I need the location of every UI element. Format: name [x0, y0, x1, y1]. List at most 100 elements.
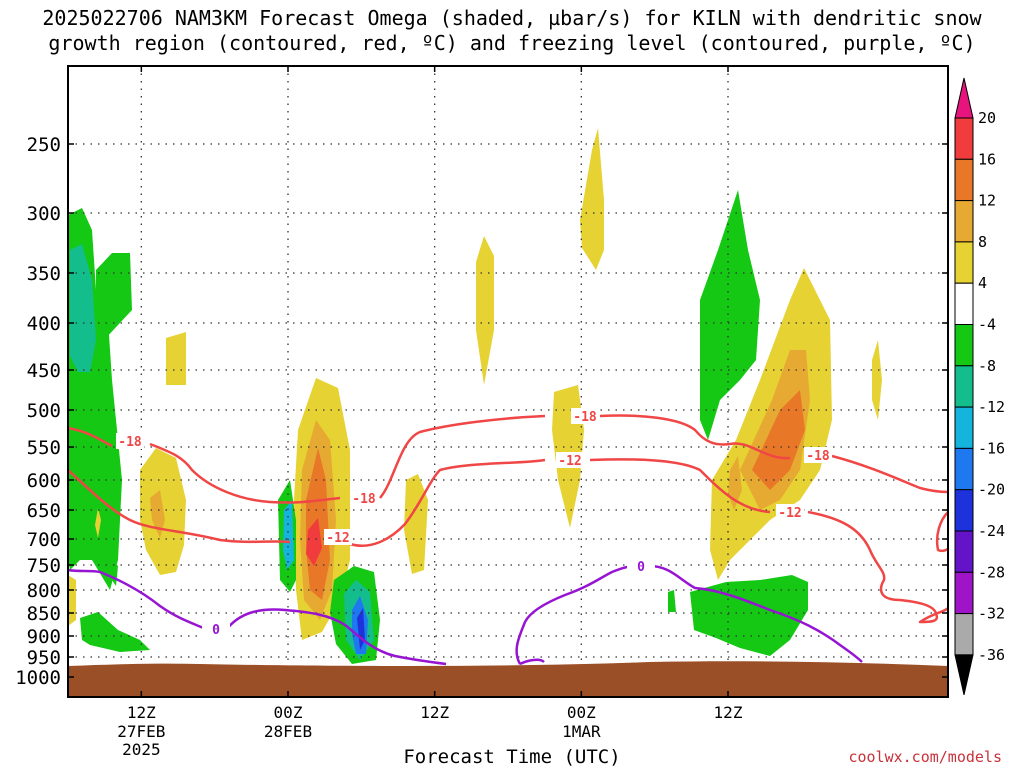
- colorbar-swatch: [954, 324, 974, 367]
- colorbar-label: -16: [978, 439, 1005, 457]
- x-axis-label: Forecast Time (UTC): [403, 746, 621, 768]
- colorbar-label: -36: [978, 646, 1005, 664]
- omega-area-sinking-weak: [580, 128, 604, 270]
- colorbar-swatch: [954, 613, 974, 656]
- dgz-contour-minus18: [67, 414, 949, 504]
- colorbar-swatch: [954, 654, 974, 696]
- x-tick-label: 12Z: [127, 703, 156, 722]
- colorbar: 20 16 12 8 4 -4 -8 -12 -16 -20 -24 -28 -32 -36: [954, 77, 1005, 696]
- x-tick-label: 00Z: [567, 703, 596, 722]
- colorbar-label: -8: [978, 357, 996, 375]
- ground-surface: [68, 661, 948, 697]
- omega-area-rising-weak: [700, 190, 760, 440]
- colorbar-swatch: [954, 489, 974, 532]
- colorbar-label: -12: [978, 398, 1005, 416]
- contour-label-freezing: 0: [212, 623, 220, 638]
- colorbar-label: 4: [978, 274, 987, 292]
- contour-label-minus18-bg: [571, 408, 599, 424]
- colorbar-swatch: [954, 447, 974, 491]
- omega-area-sinking-weak: [166, 332, 186, 385]
- omega-area-rising-weak: [690, 575, 808, 656]
- axes-layer: 2503003504004505005506006507007508008509…: [15, 65, 949, 759]
- colorbar-label: -24: [978, 522, 1005, 540]
- plot-frame: [67, 65, 949, 698]
- y-tick-label: 1000: [15, 667, 61, 689]
- colorbar-label: 20: [978, 109, 996, 127]
- y-tick-label: 750: [27, 555, 61, 577]
- contour-layer: -18 -18 -18 -18 -12 -12 -12 0 0: [67, 408, 950, 666]
- x-tick-label: 12Z: [714, 703, 743, 722]
- contour-label-freezing-bg: [202, 621, 230, 637]
- chart-title-line-1: 2025022706 NAM3KM Forecast Omega (shaded…: [42, 6, 982, 30]
- colorbar-swatch: [954, 406, 974, 449]
- colorbar-swatch: [954, 282, 974, 326]
- omega-area-rising-weak: [80, 612, 150, 652]
- ground-layer: [68, 661, 948, 697]
- x-tick-label: 1MAR: [562, 722, 601, 741]
- omega-area-sinking-weak: [95, 508, 101, 538]
- contour-label-minus12: -12: [558, 454, 581, 469]
- y-tick-label: 950: [27, 647, 61, 669]
- x-tick-label: 12Z: [420, 703, 449, 722]
- colorbar-swatch: [954, 571, 974, 615]
- colorbar-label: 12: [978, 192, 996, 210]
- omega-area-sinking-weak: [68, 575, 76, 626]
- omega-area-rising-weak: [112, 560, 118, 586]
- colorbar-label: -4: [978, 316, 996, 334]
- y-tick-label: 650: [27, 500, 61, 522]
- colorbar-swatch: [954, 200, 974, 243]
- freezing-level-contour: [67, 564, 863, 666]
- colorbar-swatch: [954, 158, 974, 202]
- colorbar-swatch: [954, 530, 974, 573]
- y-tick-label: 700: [27, 529, 61, 551]
- y-tick-label: 300: [27, 203, 61, 225]
- omega-shading-layer: [68, 128, 882, 664]
- colorbar-label: -32: [978, 605, 1005, 623]
- colorbar-label: 8: [978, 233, 987, 251]
- omega-area-sinking-very-strong: [306, 518, 322, 566]
- omega-area-sinking-weak: [404, 474, 428, 574]
- y-tick-label: 850: [27, 603, 61, 625]
- y-tick-label: 350: [27, 263, 61, 285]
- colorbar-label: -28: [978, 563, 1005, 581]
- omega-area-rising-moderate: [283, 500, 294, 570]
- y-tick-label: 800: [27, 580, 61, 602]
- colorbar-label: -20: [978, 481, 1005, 499]
- contour-label-minus18: -18: [573, 410, 597, 425]
- chart-title-line-2: growth region (contoured, red, ºC) and f…: [48, 31, 976, 55]
- contour-label-minus12: -12: [778, 506, 801, 521]
- y-tick-label: 250: [27, 134, 61, 156]
- omega-area-sinking-strong: [752, 390, 805, 490]
- omega-area-sinking-weak: [872, 340, 882, 420]
- contour-label-minus12-bg: [776, 504, 804, 520]
- omega-area-rising-weak: [668, 590, 676, 612]
- contour-label-freezing-bg: [627, 558, 655, 574]
- omega-area-sinking-moderate: [150, 490, 165, 538]
- colorbar-swatch: [954, 117, 974, 160]
- contour-label-minus12-bg: [556, 452, 584, 468]
- contour-label-freezing: 0: [637, 560, 645, 575]
- omega-area-rising-weak: [96, 253, 132, 340]
- x-tick-label: 00Z: [274, 703, 303, 722]
- dgz-contour-minus12: [67, 458, 950, 624]
- x-tick-label: 27FEB: [117, 722, 165, 741]
- y-tick-label: 450: [27, 360, 61, 382]
- colorbar-swatch: [954, 241, 974, 284]
- y-tick-label: 600: [27, 470, 61, 492]
- colorbar-swatch: [954, 77, 974, 119]
- omega-area-rising-moderate: [70, 244, 96, 372]
- colorbar-swatch: [954, 365, 974, 408]
- contour-label-minus18-bg: [804, 447, 832, 463]
- contour-label-minus18-bg: [350, 490, 378, 506]
- omega-area-sinking-weak: [476, 236, 494, 385]
- y-tick-label: 500: [27, 400, 61, 422]
- contour-label-minus18: -18: [352, 492, 376, 507]
- contour-label-minus12: -12: [326, 531, 349, 546]
- y-tick-label: 400: [27, 313, 61, 335]
- y-tick-label: 900: [27, 626, 61, 648]
- contour-label-minus18-bg: [116, 433, 144, 449]
- contour-label-minus18: -18: [806, 449, 830, 464]
- contour-label-minus18: -18: [118, 435, 142, 450]
- x-tick-label: 2025: [122, 740, 161, 759]
